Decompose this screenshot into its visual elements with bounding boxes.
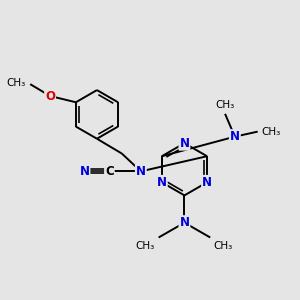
Text: C: C	[105, 165, 114, 178]
Text: N: N	[157, 176, 167, 189]
Text: N: N	[202, 176, 212, 189]
Text: CH₃: CH₃	[136, 241, 155, 251]
Text: N: N	[230, 130, 240, 143]
Text: CH₃: CH₃	[214, 241, 233, 251]
Text: CH₃: CH₃	[7, 78, 26, 88]
Text: N: N	[179, 137, 189, 150]
Text: N: N	[136, 165, 146, 178]
Text: CH₃: CH₃	[261, 127, 280, 136]
Text: N: N	[80, 165, 89, 178]
Text: CH₃: CH₃	[215, 100, 235, 110]
Text: N: N	[179, 216, 189, 229]
Text: O: O	[45, 89, 55, 103]
